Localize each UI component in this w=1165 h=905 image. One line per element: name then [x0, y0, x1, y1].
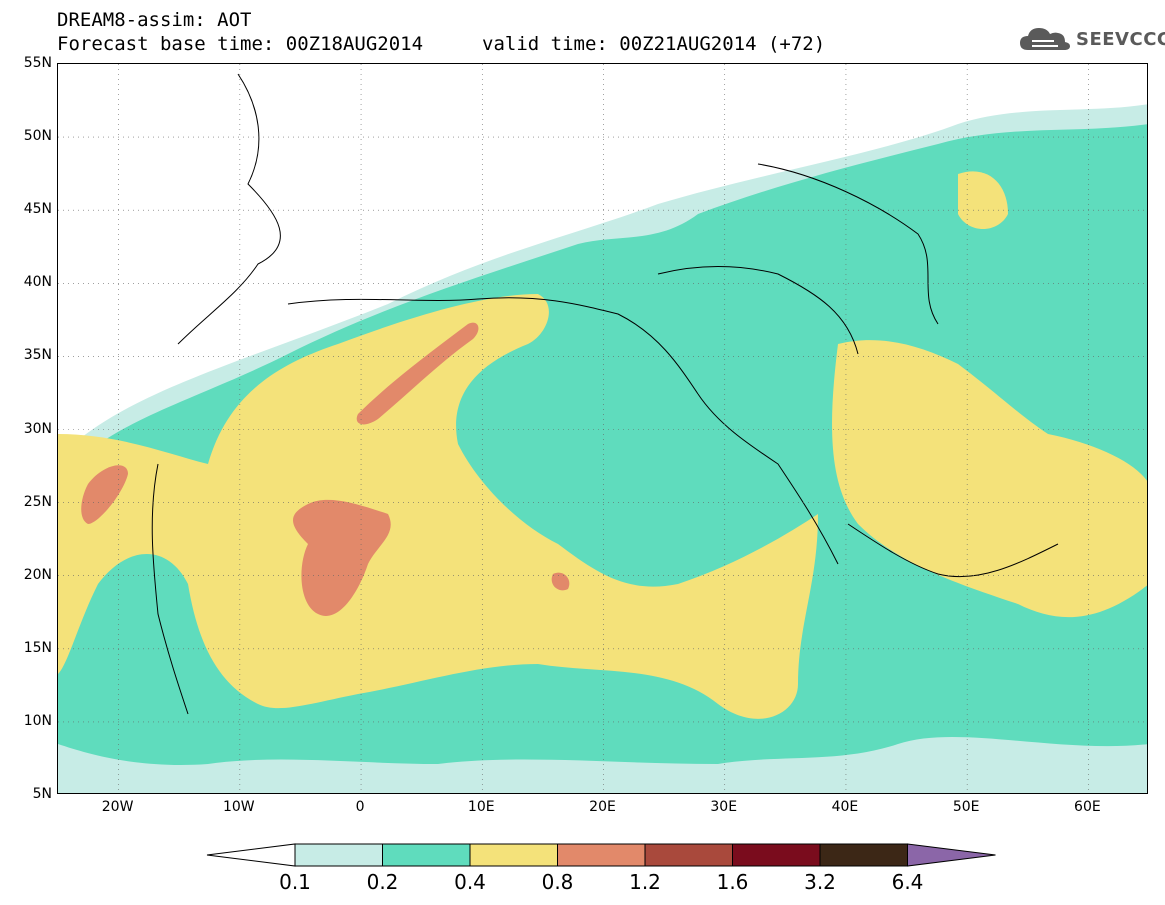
lon-label: 60E — [1074, 799, 1101, 815]
legend-swatch — [382, 843, 471, 867]
lon-label: 20W — [101, 799, 134, 815]
lat-label: 40N — [23, 274, 52, 291]
legend-label: 0.2 — [366, 870, 399, 894]
legend-label: 0.8 — [541, 870, 574, 894]
contour-yellow-layer — [58, 171, 1147, 719]
valid-time: valid time: 00Z21AUG2014 (+72) — [482, 33, 826, 55]
lon-label: 30E — [710, 799, 738, 815]
legend-label: 1.2 — [629, 870, 661, 894]
legend-swatch — [732, 843, 821, 867]
legend-low-arrow — [206, 843, 296, 867]
lat-label: 55N — [23, 55, 52, 71]
cloud-icon — [1020, 28, 1070, 50]
aot-map — [57, 63, 1148, 794]
legend-swatch — [819, 843, 908, 867]
lat-label: 35N — [23, 347, 52, 364]
legend-swatch — [469, 843, 558, 867]
lon-label: 40E — [831, 799, 859, 815]
map-title: DREAM8-assim: AOT — [57, 9, 252, 31]
legend-label: 1.6 — [716, 870, 749, 894]
legend-high-arrow — [907, 843, 996, 867]
logo-text: SEEVCCC — [1076, 28, 1165, 50]
legend-label: 3.2 — [804, 870, 836, 894]
legend-label: 0.1 — [279, 870, 311, 894]
graticule — [58, 64, 1147, 793]
lat-label: 15N — [23, 639, 52, 656]
legend-label: 0.4 — [454, 870, 486, 894]
lon-label: 0 — [355, 799, 365, 815]
lon-label: 20E — [589, 799, 616, 815]
legend-swatch — [557, 843, 646, 867]
forecast-base-time: Forecast base time: 00Z18AUG2014 — [57, 33, 424, 55]
legend-label: 6.4 — [891, 870, 924, 894]
lat-label: 25N — [23, 493, 52, 510]
lat-label: 20N — [23, 566, 52, 583]
coastlines — [151, 73, 1059, 715]
color-scale-legend — [206, 843, 996, 867]
lat-label: 10N — [23, 712, 52, 729]
lat-label: 5N — [32, 786, 52, 802]
lon-label: 50E — [952, 799, 980, 815]
seevccc-logo: SEEVCCC — [1018, 24, 1165, 54]
lon-label: 10E — [467, 799, 495, 815]
lat-label: 45N — [23, 201, 52, 218]
aot-field — [58, 64, 1147, 793]
legend-swatch — [644, 843, 733, 867]
lat-label: 50N — [23, 128, 52, 145]
lon-label: 10W — [222, 799, 255, 815]
legend-swatch — [294, 843, 383, 867]
contour-orange-layer — [81, 322, 570, 616]
lat-label: 30N — [23, 420, 52, 437]
